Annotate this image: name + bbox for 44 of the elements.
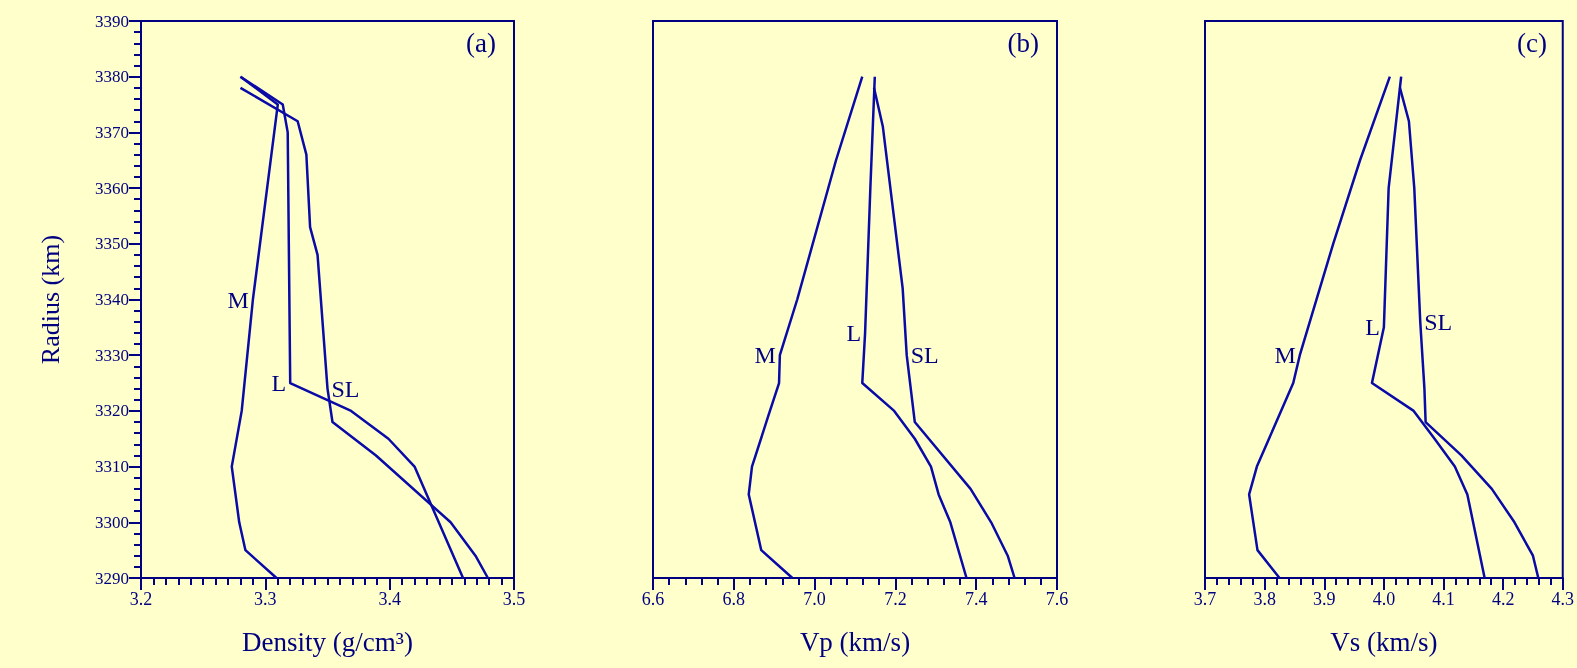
annotation: (c) <box>1517 27 1547 58</box>
series-label: SL <box>331 375 360 402</box>
y-tick-label: 3290 <box>95 568 129 588</box>
y-tick-label: 3300 <box>95 512 129 532</box>
x-axis-title: Vp (km/s) <box>799 626 911 657</box>
y-tick-label: 3350 <box>95 234 129 254</box>
y-tick-label: 3320 <box>95 401 129 421</box>
y-tick-label: 3340 <box>95 290 129 309</box>
y-tick-label: 3390 <box>95 11 129 31</box>
x-axis-title: Density (g/cm³) <box>242 626 413 657</box>
x-axis-title: Vs (km/s) <box>1330 626 1438 657</box>
x-tick-label: 7.2 <box>884 589 907 609</box>
y-axis-title: Radius (km) <box>35 234 65 365</box>
x-tick-label: 4.2 <box>1491 589 1515 609</box>
y-tick-label: 3310 <box>95 457 129 477</box>
y-tick-label: 3370 <box>95 122 129 142</box>
series-label: SL <box>1424 308 1453 335</box>
x-tick-label: 4.1 <box>1432 589 1455 609</box>
annotation: (b) <box>1007 27 1039 58</box>
x-tick-label: 6.8 <box>722 589 746 609</box>
y-tick-label: 3330 <box>95 345 129 365</box>
annotation: (a) <box>466 27 496 58</box>
x-tick-label: 4.3 <box>1551 589 1574 609</box>
x-tick-label: 7.0 <box>803 589 826 609</box>
y-tick-label: 3360 <box>95 178 129 198</box>
x-tick-label: 3.5 <box>502 589 526 609</box>
x-tick-label: 6.6 <box>641 589 665 609</box>
series-label: M <box>754 342 776 369</box>
x-tick-label: 3.8 <box>1253 589 1276 609</box>
series-label: L <box>1365 314 1380 341</box>
series-label: L <box>846 319 862 346</box>
x-tick-label: 3.2 <box>129 589 153 609</box>
series-label: M <box>227 286 249 313</box>
series-label: M <box>1274 342 1296 369</box>
series-label: SL <box>910 342 939 369</box>
x-tick-label: 3.4 <box>378 589 401 609</box>
x-tick-label: 3.9 <box>1313 589 1336 609</box>
x-tick-label: 3.7 <box>1193 589 1217 609</box>
x-tick-label: 3.3 <box>254 589 277 609</box>
x-tick-label: 7.6 <box>1045 589 1069 609</box>
x-tick-label: 4.0 <box>1372 589 1396 609</box>
y-tick-label: 3380 <box>95 67 129 87</box>
series-label: L <box>271 370 287 397</box>
x-tick-label: 7.4 <box>964 589 988 609</box>
